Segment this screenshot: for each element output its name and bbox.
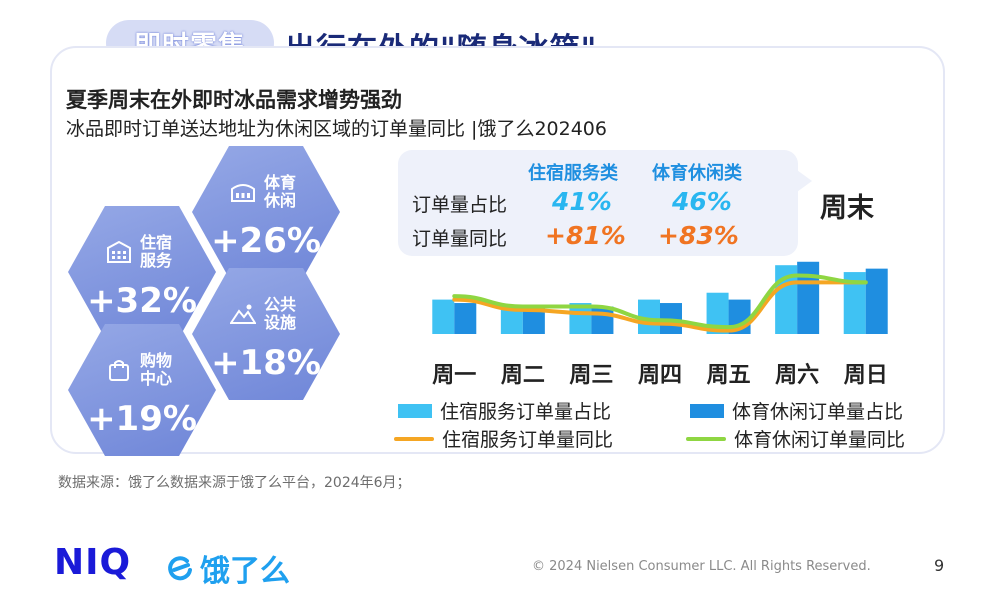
- comparison-value: 41%: [552, 187, 612, 216]
- comparison-value: +81%: [545, 221, 626, 250]
- page-number: 9: [934, 556, 945, 575]
- niq-logo: NIQ: [54, 542, 132, 583]
- legend-item: 体育休闲订单量占比: [690, 397, 903, 424]
- legend-label: 住宿服务订单量占比: [440, 401, 612, 423]
- x-tick-label: 周日: [844, 363, 888, 388]
- legend-item: 住宿服务订单量同比: [394, 425, 613, 452]
- mountain-icon: [230, 304, 256, 324]
- hex-value: +19%: [87, 399, 197, 439]
- comparison-value: +83%: [658, 221, 739, 250]
- hex-category-label: 体育休闲: [264, 173, 297, 210]
- chart-line: [452, 280, 868, 333]
- weekend-label: 周末: [820, 193, 874, 224]
- x-tick-label: 周三: [569, 363, 613, 388]
- chart-bar: [569, 303, 592, 334]
- chart-bar: [522, 306, 545, 334]
- comparison-panel: [398, 150, 798, 256]
- comparison-row-label: 订单量占比: [412, 194, 508, 216]
- hex-value: +32%: [87, 281, 197, 321]
- eleme-logo: 饿了么: [166, 546, 290, 590]
- legend-swatch: [686, 436, 726, 441]
- card-subtitle: 冰品即时订单送达地址为休闲区域的订单量同比 |饿了么202406: [66, 118, 607, 140]
- legend-item: 体育休闲订单量同比: [686, 425, 905, 452]
- eleme-wordmark: 饿了么: [200, 554, 290, 589]
- hex-category-label: 购物中心: [140, 351, 173, 388]
- x-tick-label: 周四: [638, 363, 682, 388]
- legend-swatch: [394, 436, 434, 441]
- source-note: 数据来源：饿了么数据来源于饿了么平台，2024年6月；: [58, 475, 411, 491]
- shopping-bag-icon: [109, 360, 129, 381]
- legend-item: 住宿服务订单量占比: [398, 397, 611, 424]
- hex-value: +26%: [211, 221, 321, 261]
- comparison-col-lodging: 住宿服务类: [528, 163, 618, 184]
- card-title: 夏季周末在外即时冰品需求增势强劲: [66, 88, 402, 112]
- chart-bar: [865, 268, 888, 334]
- comparison-row-label: 订单量同比: [412, 228, 508, 250]
- chart-line: [452, 273, 868, 330]
- comparison-panel-tail: [790, 165, 812, 197]
- copyright-note: © 2024 Nielsen Consumer LLC. All Rights …: [532, 559, 871, 574]
- x-tick-label: 周六: [775, 363, 819, 388]
- comparison-col-sports: 体育休闲类: [652, 163, 742, 184]
- weekday-chart: 周一 周二 周三 周四 周五 周六 周日: [432, 261, 888, 388]
- x-tick-label: 周五: [707, 363, 751, 388]
- chart-bar: [843, 272, 866, 334]
- x-tick-label: 周二: [501, 363, 545, 388]
- legend-swatch: [690, 403, 724, 418]
- eleme-icon: [168, 556, 192, 581]
- legend-label: 体育休闲订单量占比: [732, 401, 904, 423]
- chart-bar: [706, 292, 729, 334]
- hex-category-label: 公共设施: [264, 295, 297, 332]
- comparison-value: 46%: [672, 187, 732, 216]
- hotel-icon: [107, 241, 131, 263]
- x-tick-label: 周一: [432, 363, 476, 388]
- hex-value: +18%: [211, 343, 321, 383]
- chart-bar: [797, 261, 820, 334]
- legend-label: 体育休闲订单量同比: [734, 429, 906, 451]
- chart-bar: [591, 306, 614, 334]
- chart-bar: [432, 299, 455, 334]
- sports-building-icon: [231, 184, 255, 202]
- chart-bar: [500, 306, 523, 334]
- legend-swatch: [398, 403, 432, 418]
- hex-category-label: 住宿服务: [140, 233, 173, 270]
- chart-bar: [454, 303, 477, 334]
- legend-label: 住宿服务订单量同比: [442, 429, 614, 451]
